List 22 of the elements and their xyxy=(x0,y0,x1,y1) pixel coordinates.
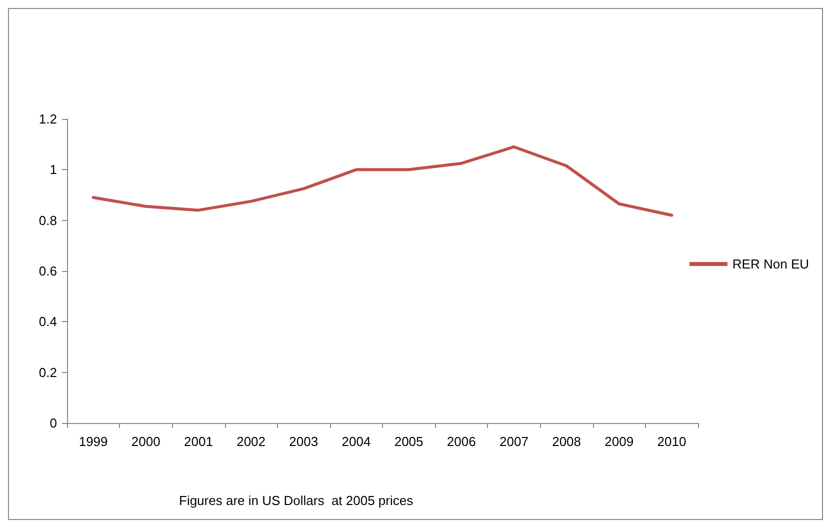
line-series xyxy=(92,145,674,217)
x-tick-label: 2005 xyxy=(394,434,424,449)
y-tick-label: 0.8 xyxy=(38,212,57,228)
y-tick-label: 1 xyxy=(50,162,57,178)
text: Figures are in US Dollars at 2005 prices xyxy=(179,493,414,508)
x-tick-label: 2006 xyxy=(446,434,476,449)
x-tick-label: 2010 xyxy=(657,434,686,449)
y-tick-label: 0 xyxy=(50,416,57,430)
x-tick-label: 2007 xyxy=(499,434,528,449)
y-tick-label: 0.4 xyxy=(38,314,57,330)
x-tick-label: 2009 xyxy=(604,434,634,449)
y-tick-label: 1.2 xyxy=(38,112,57,126)
x-tick-label: 2008 xyxy=(552,434,582,449)
y-tick-label: 0.2 xyxy=(38,364,57,380)
x-tick-label: 2002 xyxy=(236,434,266,449)
legend-label: RER Non EU xyxy=(732,256,809,272)
x-tick-label: 2004 xyxy=(342,434,371,449)
x-tick-label: 1999 xyxy=(78,434,108,449)
x-tick-label: 2000 xyxy=(131,434,160,449)
x-tick-label: 2001 xyxy=(184,434,213,449)
x-tick-label: 2003 xyxy=(289,434,318,449)
y-tick-label: 0.6 xyxy=(38,264,57,278)
